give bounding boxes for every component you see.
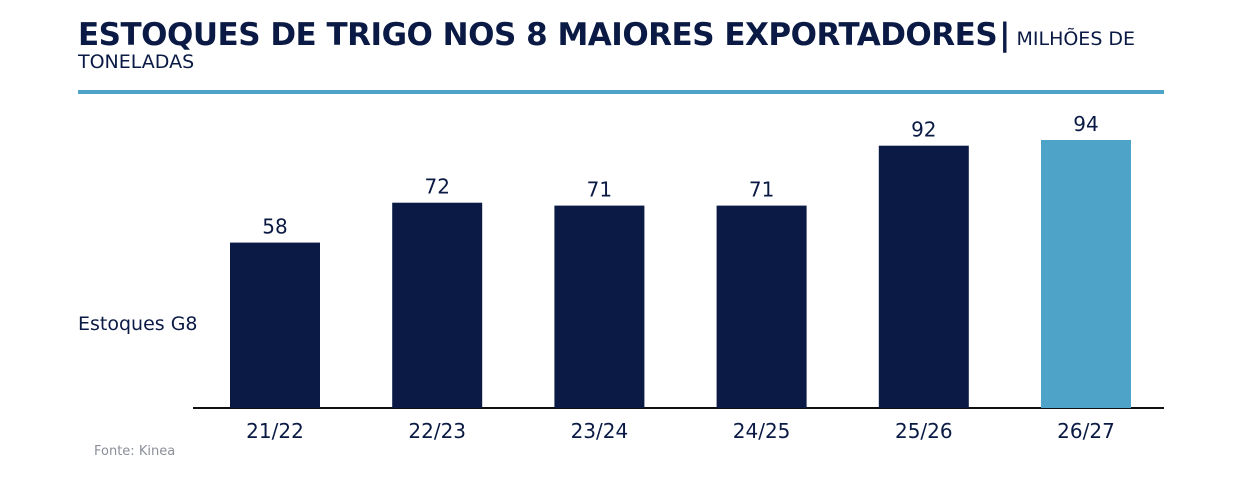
data-label-24/25: 71 xyxy=(749,178,774,202)
title-separator: | xyxy=(999,17,1011,53)
bar-26/27 xyxy=(1041,140,1131,408)
x-tick-label-25/26: 25/26 xyxy=(895,419,953,443)
series-label: Estoques G8 xyxy=(78,313,198,335)
bar-25/26 xyxy=(878,145,969,408)
data-label-21/22: 58 xyxy=(262,215,287,239)
title-underline xyxy=(78,90,1164,94)
bar-21/22 xyxy=(230,242,320,408)
data-label-23/24: 71 xyxy=(587,178,612,202)
bar-23/24 xyxy=(554,205,645,408)
x-tick-label-21/22: 21/22 xyxy=(246,419,304,443)
chart-unit-label: MILHÕES DE TONELADAS xyxy=(78,28,1136,74)
source-note: Fonte: Kinea xyxy=(94,444,176,459)
data-label-26/27: 94 xyxy=(1073,112,1098,136)
chart-title: ESTOQUES DE TRIGO NOS 8 MAIORES EXPORTAD… xyxy=(78,18,1178,73)
x-tick-label-26/27: 26/27 xyxy=(1057,419,1115,443)
x-tick-label-23/24: 23/24 xyxy=(571,419,629,443)
x-tick-label-22/23: 22/23 xyxy=(408,419,466,443)
data-label-25/26: 92 xyxy=(911,118,936,142)
chart-title-main: ESTOQUES DE TRIGO NOS 8 MAIORES EXPORTAD… xyxy=(78,17,998,53)
bar-24/25 xyxy=(716,205,807,408)
data-label-22/23: 72 xyxy=(424,175,449,199)
bar-22/23 xyxy=(392,202,483,408)
x-tick-label-24/25: 24/25 xyxy=(733,419,791,443)
